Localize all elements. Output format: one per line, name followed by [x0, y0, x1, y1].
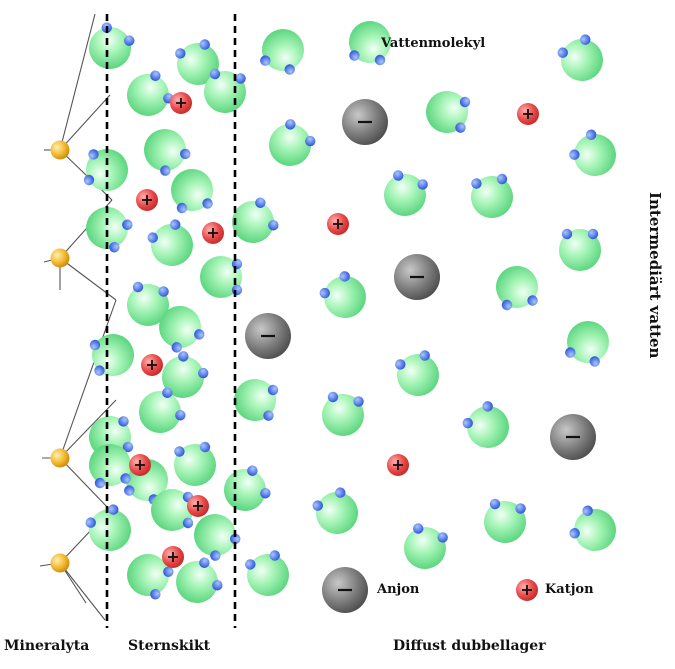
surface-atom-icon [50, 448, 70, 468]
water-molecule-icon [127, 281, 169, 326]
cation-icon [327, 213, 349, 235]
cation-icon [187, 495, 209, 517]
water-molecule-icon [395, 350, 439, 396]
anion-icon [245, 313, 291, 359]
cation-icon [162, 546, 184, 568]
water-molecule-icon [194, 514, 241, 561]
anion-label: Anjon [377, 582, 420, 597]
cation-icon [141, 354, 163, 376]
mineral-surface-label: Mineralyta [4, 638, 90, 654]
water-molecule-icon [151, 489, 194, 531]
lattice-bond [59, 13, 96, 151]
water-molecule-icon [174, 441, 216, 486]
intermediate-water-label: Intermediärt vatten [646, 192, 664, 359]
water-molecule-icon [144, 129, 191, 176]
cation-icon [516, 579, 538, 601]
water-molecule-icon [462, 401, 509, 448]
anion-icon [322, 567, 368, 613]
water-molecule-icon [171, 169, 213, 214]
water-molecule-icon [89, 22, 135, 69]
mineral-surface [39, 13, 117, 621]
cation-icon [202, 222, 224, 244]
cation-icon [129, 454, 151, 476]
anion-icon [342, 99, 388, 145]
lattice-bond [59, 562, 106, 621]
surface-atom-icon [50, 553, 70, 573]
water-molecule-icon [224, 465, 271, 511]
water-molecule-icon [322, 391, 364, 436]
anion-icon [394, 254, 440, 300]
water-molecule-icon [569, 505, 616, 551]
water-molecule-icon [349, 21, 391, 66]
water-molecule-icon [89, 334, 134, 376]
water-molecule-icon [557, 34, 603, 81]
ions [129, 92, 596, 613]
water-molecule-icon [175, 39, 219, 85]
cation-icon [136, 189, 158, 211]
diffuse-layer-label: Diffust dubbellager [393, 638, 546, 654]
water-molecule-icon [85, 504, 131, 551]
water-molecule-icon [471, 173, 513, 218]
water-molecule-icon [484, 498, 526, 543]
lattice-bond [59, 457, 111, 511]
water-molecule-icon [404, 523, 448, 569]
water-molecule-icon [159, 306, 205, 353]
water-molecule-icon [127, 554, 174, 600]
stern-layer-label: Sternskikt [128, 638, 211, 654]
water-molecule-icon [496, 266, 538, 311]
water-molecule-icon [312, 487, 358, 534]
lattice-bond [59, 149, 113, 201]
water-molecule-icon [569, 129, 616, 176]
water-molecule-icon [319, 271, 366, 318]
water-molecule-icon [565, 321, 609, 367]
water-molecule-icon [260, 29, 304, 75]
water-molecule-icon [234, 379, 279, 421]
lattice-bond [59, 399, 117, 459]
water-molecule-icon [147, 219, 193, 266]
water-molecule-icon [232, 197, 279, 243]
water-molecule-icon [162, 351, 209, 398]
water-molecule-icon [89, 444, 131, 489]
water-molecule-icon [269, 119, 316, 166]
water-molecule-icon [127, 70, 174, 116]
water-molecule-icon [86, 207, 133, 253]
surface-atom-icon [50, 248, 70, 268]
water-molecule-label: Vattenmolekyl [381, 36, 486, 51]
cation-label: Katjon [545, 582, 594, 597]
water-molecule-icon [139, 387, 186, 433]
cation-icon [517, 103, 539, 125]
surface-atom-icon [50, 140, 70, 160]
water-molecule-icon [559, 228, 601, 271]
anion-icon [550, 414, 596, 460]
cation-icon [170, 92, 192, 114]
water-molecule-icon [426, 91, 471, 133]
water-molecule-icon [384, 170, 428, 216]
water-molecule-icon [245, 550, 289, 596]
water-molecules [83, 21, 616, 603]
cation-icon [387, 454, 409, 476]
lattice-bond [59, 94, 111, 151]
water-molecule-icon [200, 256, 243, 298]
water-molecule-icon [176, 557, 223, 603]
